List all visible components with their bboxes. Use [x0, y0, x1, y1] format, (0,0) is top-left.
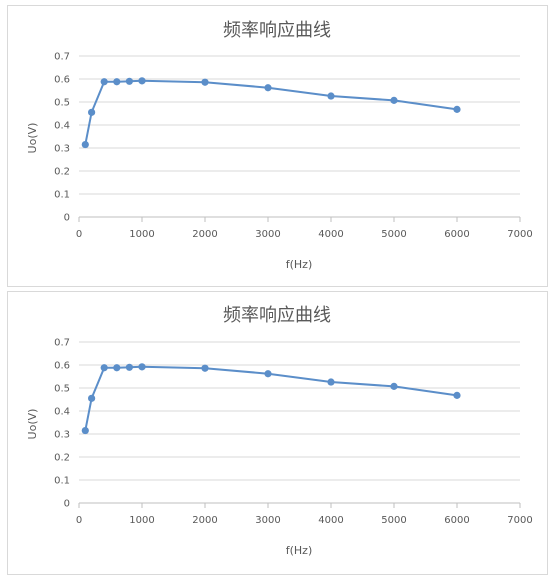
data-point: [81, 426, 89, 435]
y-tick-label: 0.7: [54, 52, 70, 63]
y-tick-label: 0.1: [54, 190, 70, 201]
x-tick-label: 1000: [129, 229, 154, 240]
series-line: [84, 79, 458, 145]
y-tick-label: 0.7: [54, 338, 70, 349]
y-tick-label: 0.4: [54, 121, 70, 132]
x-tick-label: 4000: [318, 515, 343, 526]
data-point: [264, 84, 272, 92]
chart-svg-top: 频率响应曲线 0 0.1 0.2 0.3 0.4 0.5 0.6 0.7 0 1000 2000 30…: [26, 20, 533, 271]
x-tick-label: 7000: [507, 229, 532, 240]
x-tick-label: 0: [76, 229, 82, 240]
data-point: [264, 370, 272, 378]
data-point: [201, 364, 209, 372]
x-axis-title: f(Hz): [286, 544, 313, 557]
data-point: [88, 108, 96, 116]
y-tick-label: 0.5: [54, 384, 70, 395]
x-tick-label: 4000: [318, 229, 343, 240]
data-point: [138, 77, 146, 85]
x-axis-title: f(Hz): [286, 258, 313, 271]
y-axis-title: Uo(V): [26, 409, 39, 440]
chart-svg-bottom: 频率响应曲线 0 0.1 0.2 0.3 0.4 0.5 0.6 0.7 0 1000 2000 30…: [26, 305, 533, 557]
y-tick-label: 0.2: [54, 453, 70, 464]
data-point: [138, 363, 146, 371]
data-point: [81, 140, 89, 149]
y-axis-title: Uo(V): [26, 123, 39, 154]
series-layer: [81, 363, 461, 435]
x-tick-label: 0: [76, 515, 82, 526]
y-tick-label: 0.2: [54, 167, 70, 178]
x-tick-label: 1000: [129, 515, 154, 526]
x-tick-label: 2000: [192, 515, 217, 526]
axes: 0 0.1 0.2 0.3 0.4 0.5 0.6 0.7 0 1000 2000 3000 4000 5…: [54, 338, 533, 527]
data-point: [390, 382, 398, 390]
x-tick-label: 5000: [381, 229, 406, 240]
y-tick-label: 0.6: [54, 361, 70, 372]
x-tick-label: 6000: [444, 229, 469, 240]
y-tick-label: 0: [64, 213, 70, 224]
y-tick-label: 0: [64, 499, 70, 510]
x-tick-label: 6000: [444, 515, 469, 526]
data-point: [125, 77, 133, 85]
y-tick-label: 0.3: [54, 144, 70, 155]
data-point: [88, 394, 96, 402]
x-tick-label: 3000: [255, 515, 280, 526]
y-tick-label: 0.4: [54, 407, 70, 418]
y-tick-label: 0.3: [54, 430, 70, 441]
data-point: [100, 78, 108, 86]
data-point: [100, 364, 108, 372]
data-point: [390, 96, 398, 104]
data-point: [453, 105, 461, 113]
chart-title: 频率响应曲线: [223, 20, 331, 41]
chart-title: 频率响应曲线: [223, 305, 331, 326]
data-point: [327, 378, 335, 386]
data-point: [327, 92, 335, 100]
gridlines: [79, 341, 520, 481]
y-tick-label: 0.1: [54, 476, 70, 487]
series-line: [84, 365, 458, 431]
x-tick-label: 7000: [507, 515, 532, 526]
data-point: [201, 78, 209, 86]
data-point: [125, 363, 133, 371]
data-point: [113, 78, 121, 86]
data-point: [113, 364, 121, 372]
x-tick-label: 5000: [381, 515, 406, 526]
x-tick-label: 3000: [255, 229, 280, 240]
data-point: [453, 391, 461, 399]
chart-panel-bottom: 频率响应曲线 0 0.1 0.2 0.3 0.4 0.5 0.6 0.7 0 1000 2000 30…: [7, 291, 548, 575]
x-tick-label: 2000: [192, 229, 217, 240]
y-tick-label: 0.5: [54, 98, 70, 109]
series-layer: [81, 77, 461, 149]
gridlines: [79, 55, 520, 195]
axes: 0 0.1 0.2 0.3 0.4 0.5 0.6 0.7 0 1000 2000 3000 4000 5…: [54, 52, 533, 241]
y-tick-label: 0.6: [54, 75, 70, 86]
chart-panel-top: 频率响应曲线 0 0.1 0.2 0.3 0.4 0.5 0.6 0.7 0 1000 2000 30…: [7, 5, 548, 287]
